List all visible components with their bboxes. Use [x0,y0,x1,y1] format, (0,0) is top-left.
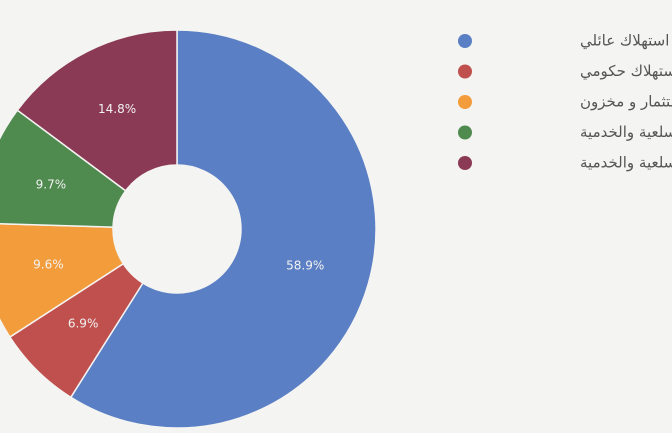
legend-marker [458,34,472,48]
value-label: 6.9% [68,316,99,330]
legend-marker [458,95,472,109]
slice [0,222,125,339]
legend-marker [458,125,472,140]
slice [69,29,377,429]
legend-label: الصادرات السلعية والخدمية [580,123,672,141]
legend-marker [458,156,472,170]
legend-label: الواردات السلعية والخدمية [580,154,672,172]
value-label: 9.7% [36,178,67,192]
slice [16,29,178,192]
value-label: 58.9% [286,259,324,273]
slice [0,109,127,228]
legend-label: استهلاك عائلي [580,32,669,51]
legend-label: استهلاك حكومي [580,62,672,81]
legend-label: استثمار و مخزون [580,93,672,111]
value-label: 9.6% [33,257,64,271]
value-label: 14.8% [98,102,136,116]
legend-marker [458,64,472,79]
